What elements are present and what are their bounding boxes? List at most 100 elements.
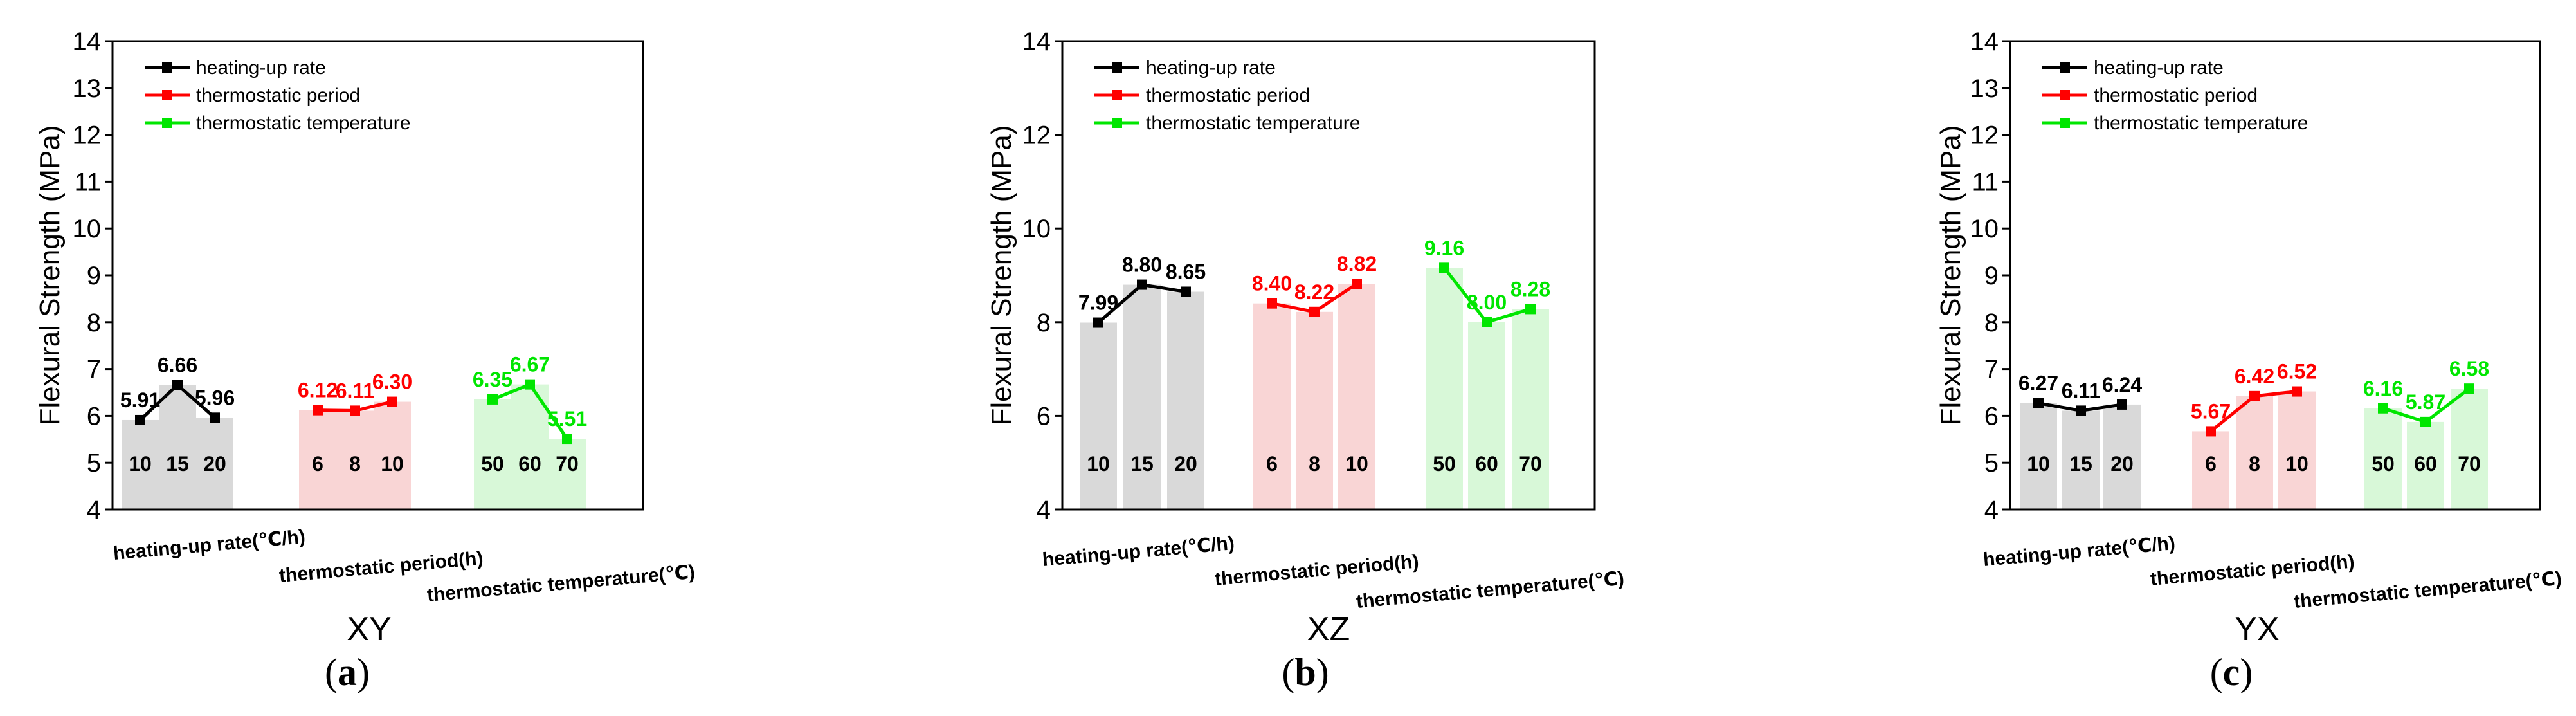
data-point — [1137, 279, 1147, 290]
category-label: heating-up rate(℃/h) — [1982, 533, 2176, 571]
y-tick-label: 11 — [74, 168, 101, 196]
y-tick-label: 8 — [1984, 309, 1999, 337]
bar — [1123, 284, 1161, 509]
legend-entry: thermostatic period — [2094, 85, 2258, 106]
bar — [474, 399, 511, 509]
bar-label: 10 — [1345, 452, 1368, 475]
bar-label: 20 — [2110, 452, 2134, 475]
y-tick-label: 13 — [73, 75, 102, 103]
data-label: 8.00 — [1467, 291, 1507, 314]
data-point — [210, 412, 220, 423]
data-point — [1181, 286, 1191, 297]
legend-marker — [1112, 90, 1122, 100]
data-label: 6.16 — [2363, 377, 2403, 400]
y-tick-label: 14 — [73, 28, 102, 56]
bar — [2278, 391, 2316, 509]
panel-label: (c) — [2210, 651, 2253, 693]
bar — [2407, 421, 2444, 509]
panel-subtitle: XY — [347, 610, 391, 648]
bar-label: 20 — [203, 452, 226, 475]
bar-label: 8 — [1309, 452, 1320, 475]
y-tick-label: 4 — [1037, 496, 1051, 524]
bar — [159, 385, 196, 509]
y-tick-label: 8 — [1037, 309, 1051, 337]
data-label: 5.67 — [2191, 399, 2231, 423]
data-label: 8.40 — [1252, 272, 1292, 295]
panel-letter: a — [338, 651, 357, 693]
bar-label: 60 — [2414, 452, 2437, 475]
panel-subtitle: XZ — [1307, 610, 1350, 648]
y-tick-label: 6 — [1037, 402, 1051, 430]
y-tick-label: 6 — [87, 402, 101, 430]
bar — [122, 419, 159, 509]
data-label: 6.12 — [298, 379, 338, 402]
bar-label: 20 — [1174, 452, 1197, 475]
bar-label: 15 — [1130, 452, 1154, 475]
data-point — [1482, 317, 1492, 327]
legend-entry: thermostatic period — [196, 85, 360, 106]
bar — [1080, 322, 1117, 509]
data-label: 5.91 — [120, 389, 160, 412]
y-tick-label: 14 — [1970, 28, 1999, 56]
legend-marker — [2060, 62, 2070, 73]
legend-entry: thermostatic temperature — [1146, 113, 1360, 134]
legend-marker — [162, 90, 172, 100]
y-axis-label: Flexural Strength (MPa) — [986, 125, 1017, 425]
bar-label: 50 — [481, 452, 504, 475]
data-point — [135, 414, 145, 425]
data-point — [525, 379, 535, 390]
data-point — [2033, 398, 2044, 408]
bar — [1253, 303, 1291, 509]
data-label: 8.22 — [1294, 280, 1334, 304]
data-label: 7.99 — [1078, 291, 1118, 315]
chart-panel-a: 10 15 20 6 8 10 50 60 70 4 5 6 7 8 9 10 11 12 13 14 Flexural… — [34, 28, 696, 693]
legend-entry: heating-up rate — [1146, 57, 1276, 78]
bar-label: 15 — [2069, 452, 2092, 475]
data-point — [2292, 386, 2302, 397]
bar — [1296, 311, 1333, 509]
chart-panel-b: 10 15 20 6 8 10 50 60 70 4 6 8 10 12 14 Flexural Streng… — [986, 28, 1625, 693]
data-point — [1439, 262, 1449, 273]
data-label: 5.87 — [2406, 390, 2445, 414]
legend-entry: thermostatic period — [1146, 85, 1310, 106]
bar-label: 6 — [312, 452, 323, 475]
bar — [2192, 431, 2229, 509]
bar-label: 8 — [2249, 452, 2260, 475]
bar-label: 10 — [2027, 452, 2050, 475]
data-label: 8.28 — [1510, 277, 1550, 300]
bar — [1468, 322, 1505, 509]
y-tick-label: 11 — [1972, 168, 1999, 196]
data-point — [2420, 416, 2431, 427]
panel-subtitle: YX — [2235, 610, 2279, 648]
bar-label: 6 — [2205, 452, 2217, 475]
bar — [196, 418, 233, 509]
y-tick-label: 8 — [87, 309, 101, 337]
bar — [374, 401, 411, 509]
bar-label: 10 — [129, 452, 152, 475]
bar-label: 50 — [1433, 452, 1456, 475]
data-label: 9.16 — [1424, 236, 1464, 259]
category-label: heating-up rate(℃/h) — [1042, 533, 1235, 571]
data-point — [387, 396, 397, 407]
data-label: 6.42 — [2235, 365, 2274, 388]
chart-panel-c: 10 15 20 6 8 10 50 60 70 4 5 6 7 8 9 10 11 12 13 14 Flexural… — [1935, 28, 2562, 693]
legend-marker — [162, 118, 172, 128]
y-tick-label: 14 — [1022, 28, 1051, 56]
data-point — [1525, 304, 1536, 315]
legend-entry: thermostatic temperature — [2094, 113, 2308, 134]
y-tick-label: 12 — [73, 122, 102, 150]
data-point — [2076, 405, 2086, 416]
data-point — [562, 434, 572, 445]
y-axis-label: Flexural Strength (MPa) — [1935, 125, 1966, 425]
bar-label: 6 — [1266, 452, 1278, 475]
y-tick-label: 4 — [87, 496, 101, 524]
bar — [1512, 309, 1549, 509]
data-label: 5.96 — [195, 386, 235, 409]
data-point — [1352, 279, 1362, 289]
bar-label: 70 — [1519, 452, 1542, 475]
category-label: thermostatic temperature(℃) — [2293, 568, 2562, 612]
category-label: heating-up rate(℃/h) — [113, 526, 306, 564]
bar — [299, 410, 336, 509]
panel-letter: c — [2223, 651, 2240, 693]
data-point — [2117, 399, 2127, 410]
